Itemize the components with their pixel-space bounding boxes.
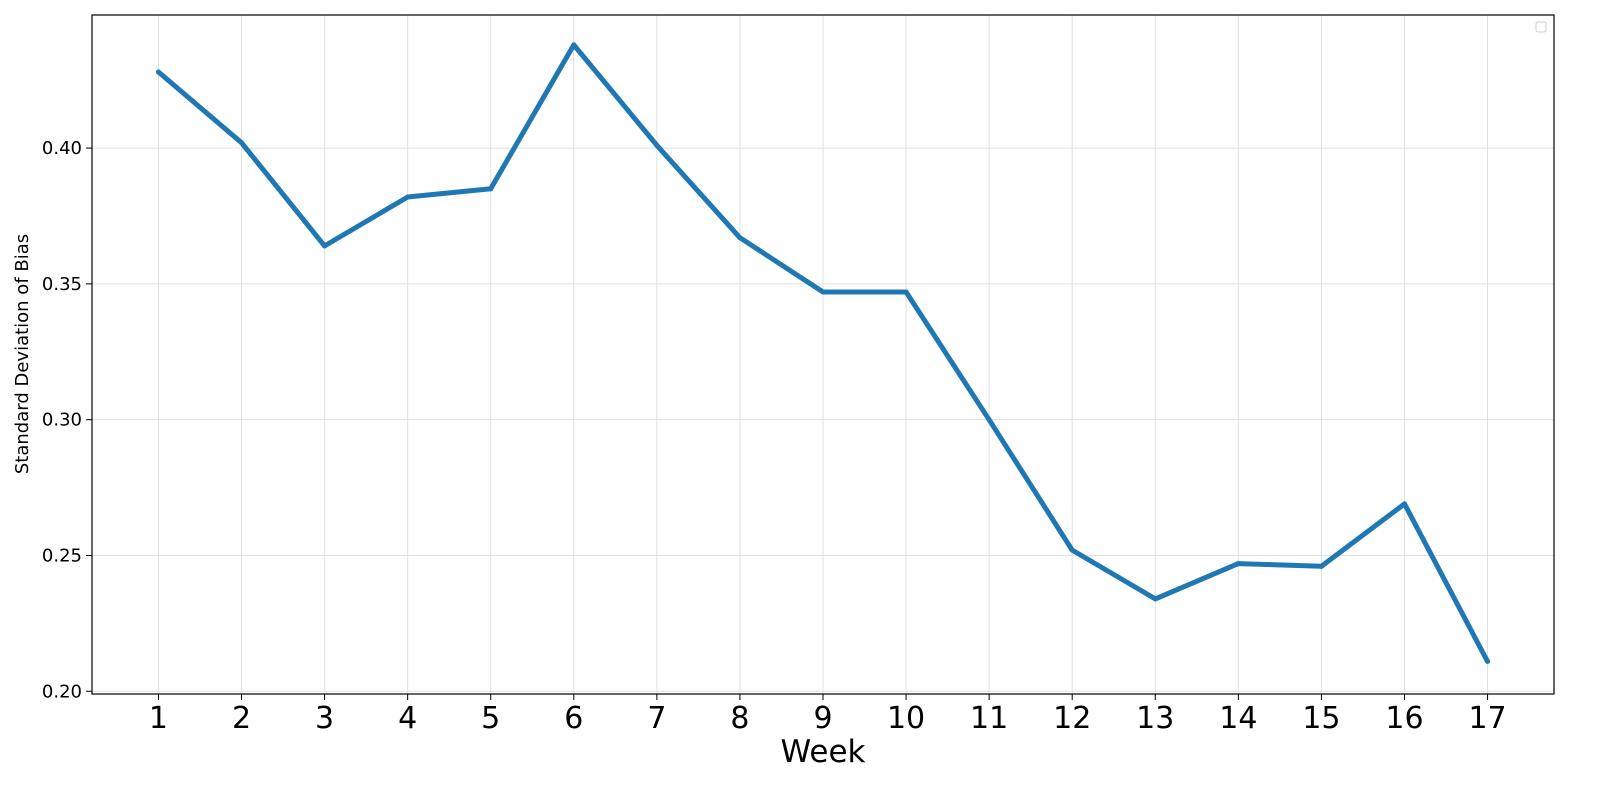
data-point: [986, 417, 992, 423]
data-point: [1235, 561, 1241, 567]
data-point: [1152, 596, 1158, 602]
data-point: [488, 186, 494, 192]
x-tick-label: 12: [1053, 701, 1091, 736]
x-tick-label: 8: [730, 701, 749, 736]
x-tick-label: 6: [564, 701, 583, 736]
x-tick-label: 11: [970, 701, 1008, 736]
y-tick-label: 0.20: [42, 681, 82, 702]
data-point: [1485, 658, 1491, 664]
x-tick-label: 3: [315, 701, 334, 736]
x-axis-label: Week: [781, 734, 866, 770]
x-tick-label: 17: [1468, 701, 1506, 736]
x-tick-label: 9: [813, 701, 832, 736]
grid: [92, 15, 1554, 694]
x-tick-label: 7: [647, 701, 666, 736]
x-tick-label: 4: [398, 701, 417, 736]
x-tick-label: 13: [1136, 701, 1174, 736]
data-point: [654, 142, 660, 148]
data-point: [239, 140, 245, 146]
x-tick-label: 14: [1219, 701, 1257, 736]
data-point: [405, 194, 411, 200]
x-tick-label: 5: [481, 701, 500, 736]
y-tick-label: 0.25: [42, 545, 82, 566]
data-point: [820, 289, 826, 295]
x-tick-label: 10: [887, 701, 925, 736]
data-point: [737, 235, 743, 241]
data-point: [1318, 563, 1324, 569]
y-tick-label: 0.30: [42, 410, 82, 431]
x-tick-label: 15: [1302, 701, 1340, 736]
data-point: [155, 69, 161, 75]
x-tick-label: 1: [149, 701, 168, 736]
axis-ticks: 1 2 3 4 5 6 7 8 9 10 11 12 13 14 15 16 170.200.250.300.3…: [42, 138, 1507, 736]
data-point: [571, 42, 577, 48]
y-tick-label: 0.40: [42, 138, 82, 159]
x-tick-label: 16: [1385, 701, 1423, 736]
legend-box: [1535, 21, 1547, 33]
data-point: [1401, 501, 1407, 507]
y-tick-label: 0.35: [42, 274, 82, 295]
data-point: [903, 289, 909, 295]
x-tick-label: 2: [232, 701, 251, 736]
y-axis-label: Standard Deviation of Bias: [12, 234, 33, 474]
data-point: [322, 243, 328, 249]
data-point: [1069, 547, 1075, 553]
series-layer: [155, 42, 1491, 664]
